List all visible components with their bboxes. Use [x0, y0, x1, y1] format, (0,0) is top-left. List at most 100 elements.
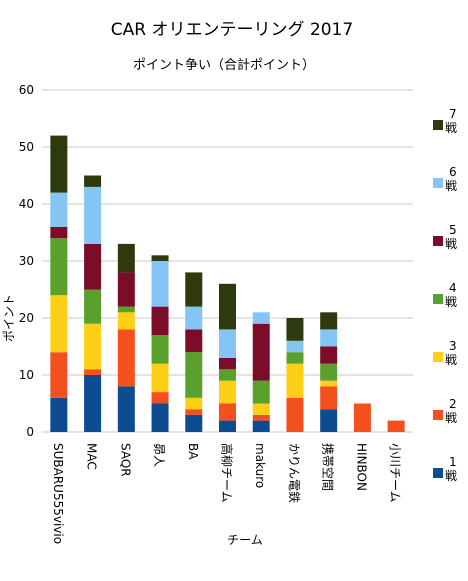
- bar-segment-携帯空間-5: [320, 346, 338, 364]
- x-tick-label: SAQR: [118, 443, 132, 477]
- bar-segment-携帯空間-2: [320, 386, 338, 410]
- bar-segment-BA-5: [185, 329, 203, 353]
- legend-swatch-2: [433, 410, 443, 420]
- x-tick-label: 高柳チーム: [220, 443, 235, 503]
- legend-swatch-1: [433, 468, 443, 478]
- legend-swatch-7: [433, 120, 443, 130]
- bar-segment-BA-6: [185, 306, 203, 330]
- bar-segment-昴人-7: [151, 255, 169, 261]
- legend-label-unit: 戦: [445, 295, 457, 309]
- x-tick-label: SUBARU555vivio: [51, 443, 65, 544]
- x-axis-ticks: SUBARU555vivio MAC SAQR 昴人 BA 高柳チーム makuro かりん電…: [51, 443, 402, 544]
- bar-segment-makuro-4: [252, 380, 270, 404]
- bar-segment-SUBARU555vivio-3: [50, 295, 68, 353]
- chart-title: CAR オリエンテーリング 2017: [111, 20, 353, 40]
- bar-segment-携帯空間-3: [320, 380, 338, 387]
- bar-segment-makuro-2: [252, 414, 270, 421]
- bar-segment-SUBARU555vivio-7: [50, 135, 68, 193]
- bar-segment-携帯空間-4: [320, 363, 338, 381]
- bar-segment-MAC-4: [84, 289, 102, 324]
- legend-label-unit: 戦: [445, 179, 457, 193]
- legend-label-unit: 戦: [445, 353, 457, 367]
- bar-segment-昴人-1: [151, 403, 169, 432]
- y-tick-label: 50: [19, 140, 34, 154]
- y-tick-label: 40: [19, 197, 34, 211]
- bar-segment-SAQR-2: [117, 329, 135, 387]
- bar-segment-かりん電鉄-3: [286, 363, 304, 398]
- legend-label-number: 1: [449, 455, 457, 469]
- x-tick-label: HINBON: [354, 443, 368, 491]
- bar-segment-昴人-6: [151, 261, 169, 307]
- bar-segment-昴人-2: [151, 392, 169, 404]
- y-tick-label: 60: [19, 83, 34, 97]
- bar-segment-SAQR-5: [117, 272, 135, 307]
- bar-segment-BA-2: [185, 409, 203, 415]
- bar-segment-かりん電鉄-2: [286, 397, 304, 432]
- y-axis-ticks: 0 10 20 30 40 50 60: [19, 83, 34, 439]
- bar-segment-昴人-3: [151, 363, 169, 393]
- bar-segment-携帯空間-7: [320, 312, 338, 330]
- bar-segment-BA-3: [185, 397, 203, 410]
- legend-swatch-4: [433, 294, 443, 304]
- bar-segment-MAC-7: [84, 175, 102, 187]
- legend-label-number: 5: [449, 223, 457, 237]
- legend-label-unit: 戦: [445, 121, 457, 135]
- x-tick-label: BA: [186, 443, 200, 460]
- legend-label-number: 2: [449, 397, 457, 411]
- legend-swatch-5: [433, 236, 443, 246]
- bar-segment-makuro-3: [252, 403, 270, 415]
- y-axis-label: ポイント: [2, 294, 16, 342]
- bar-segment-SUBARU555vivio-2: [50, 352, 68, 398]
- x-axis-label: チーム: [227, 533, 263, 547]
- legend-label-number: 3: [449, 339, 457, 353]
- bar-segment-SAQR-7: [117, 243, 135, 273]
- y-tick-label: 0: [26, 425, 34, 439]
- x-tick-label: かりん電鉄: [287, 443, 302, 503]
- legend-label-unit: 戦: [445, 237, 457, 251]
- chart-subtitle: ポイント争い（合計ポイント）: [133, 57, 315, 73]
- legend-label-unit: 戦: [445, 469, 457, 483]
- bar-segment-高柳チーム-7: [219, 283, 236, 330]
- x-tick-label: 昴人: [152, 443, 166, 467]
- bar-segment-かりん電鉄-7: [286, 318, 304, 341]
- legend-swatch-6: [433, 178, 443, 188]
- bar-segment-BA-4: [185, 352, 203, 398]
- bar-segment-かりん電鉄-6: [286, 340, 304, 353]
- bar-segment-SUBARU555vivio-1: [50, 397, 68, 432]
- x-tick-label: 小川チーム: [388, 443, 402, 503]
- bar-segment-SUBARU555vivio-4: [50, 238, 68, 296]
- legend-label-number: 6: [449, 165, 457, 179]
- legend-label-number: 7: [449, 107, 457, 121]
- bar-segment-MAC-6: [84, 186, 102, 244]
- bar-segment-携帯空間-6: [320, 329, 338, 347]
- bar-segment-高柳チーム-4: [219, 369, 236, 381]
- bar-segment-MAC-1: [84, 375, 102, 432]
- legend-label-number: 4: [449, 281, 457, 295]
- x-tick-label: makuro: [253, 443, 267, 488]
- bar-segment-BA-1: [185, 414, 203, 432]
- y-tick-label: 20: [19, 311, 34, 325]
- bar-segment-高柳チーム-1: [219, 420, 236, 432]
- x-tick-label: MAC: [85, 443, 99, 470]
- bar-segment-SUBARU555vivio-6: [50, 192, 68, 227]
- bar-segment-携帯空間-1: [320, 409, 338, 432]
- bar-segment-BA-7: [185, 272, 203, 307]
- bars: [50, 135, 405, 432]
- bar-segment-SAQR-4: [117, 306, 135, 313]
- bar-segment-SAQR-3: [117, 312, 135, 330]
- bar-segment-昴人-4: [151, 335, 169, 364]
- bar-segment-高柳チーム-6: [219, 329, 236, 358]
- x-tick-label: 携帯空間: [321, 443, 336, 491]
- bar-segment-MAC-3: [84, 323, 102, 370]
- bar-segment-makuro-5: [252, 323, 270, 381]
- bar-segment-makuro-6: [252, 312, 270, 324]
- bar-segment-HINBON-2: [353, 403, 371, 432]
- bar-segment-高柳チーム-2: [219, 403, 236, 421]
- bar-segment-MAC-5: [84, 243, 102, 290]
- bar-segment-makuro-1: [252, 420, 270, 432]
- bar-segment-小川チーム-2: [387, 420, 405, 432]
- bar-segment-かりん電鉄-4: [286, 352, 304, 364]
- bar-segment-高柳チーム-3: [219, 380, 236, 404]
